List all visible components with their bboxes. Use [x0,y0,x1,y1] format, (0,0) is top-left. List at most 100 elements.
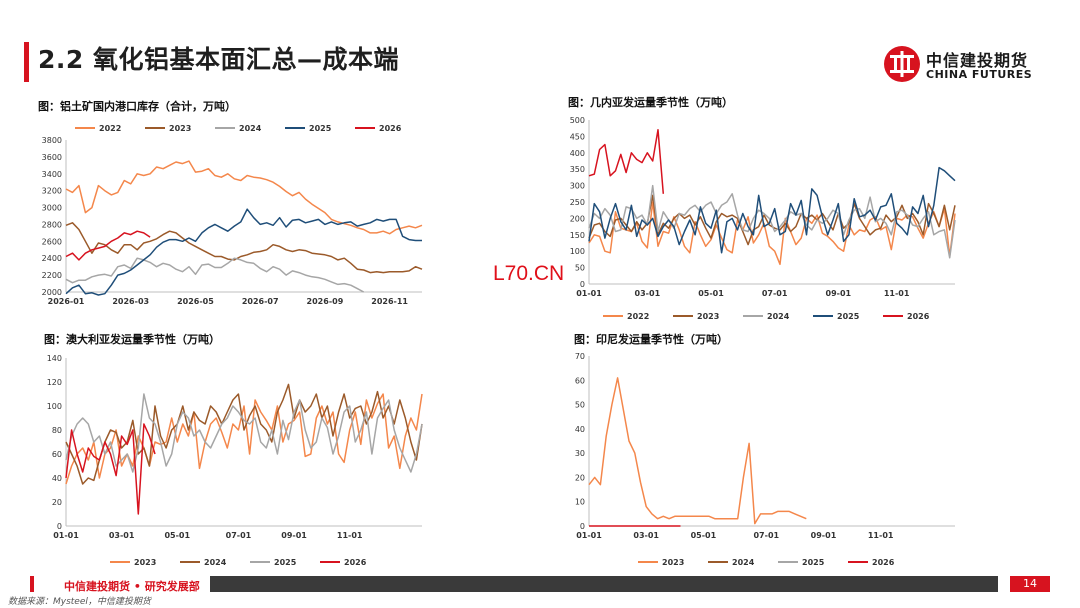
y-tick-label: 300 [570,182,585,191]
series-line-2026 [65,423,156,515]
x-tick-label: 01-01 [53,531,79,540]
chart-guinea-shipments: 0 50 100 150 200 250 300 350 400 450 500 01-01 03-01… [555,116,965,326]
y-tick-label: 20 [52,498,62,507]
y-tick-label: 80 [52,426,62,435]
x-tick-label: 09-01 [826,289,852,298]
y-tick-label: 60 [52,450,62,459]
footer-label-bg [38,576,210,592]
legend-label-2026: 2026 [344,558,367,567]
series-line-2024 [588,184,956,259]
legend-label-2026: 2026 [907,312,930,321]
legend-label-2025: 2025 [837,312,860,321]
y-tick-label: 0 [580,522,585,531]
x-tick-label: 2026-01 [48,297,85,306]
x-tick-label: 03-01 [633,531,659,540]
watermark-text: L70.CN [493,262,565,285]
company-logo: 中信建投期货 CHINA FUTURES [880,44,1050,88]
footer-accent [30,576,34,592]
series-line-2025 [588,166,956,254]
legend-label-2025: 2025 [309,124,332,133]
y-tick-label: 500 [570,116,585,125]
x-tick-label: 05-01 [691,531,717,540]
y-tick-label: 50 [575,264,585,273]
y-tick-label: 2200 [42,271,62,280]
legend-label-2024: 2024 [732,558,755,567]
y-tick-label: 3200 [42,187,62,196]
x-tick-label: 11-01 [337,531,363,540]
y-tick-label: 2400 [42,254,62,263]
series-line-2023 [65,393,423,485]
x-tick-label: 03-01 [635,289,661,298]
y-tick-label: 3400 [42,170,62,179]
series-line-2024 [65,383,423,485]
legend-label-2022: 2022 [627,312,649,321]
y-tick-label: 10 [575,498,585,507]
chart-indonesia-shipments: 0 10 20 30 40 50 60 70 01-01 03-01 05-01 07-01 09-01… [555,350,965,572]
y-tick-label: 100 [47,402,62,411]
x-tick-label: 01-01 [576,289,602,298]
series-line-2025 [65,208,422,296]
x-tick-label: 07-01 [762,289,788,298]
legend-label-2024: 2024 [239,124,262,133]
legend-label-2022: 2022 [99,124,121,133]
y-tick-label: 350 [570,165,585,174]
series-line-2026 [588,129,665,194]
y-tick-label: 450 [570,132,585,141]
y-tick-label: 0 [57,522,62,531]
data-source: 数据来源：Mysteel，中信建投期货 [8,597,151,607]
y-tick-label: 3600 [42,153,62,162]
y-tick-label: 150 [570,231,585,240]
x-tick-label: 2026-05 [177,297,214,306]
series-line-2025 [65,393,423,473]
legend-label-2023: 2023 [134,558,156,567]
y-tick-label: 50 [575,401,585,410]
chart-svg-3: 0 10 20 30 40 50 60 70 01-01 03-01 05-01 07-01 09-01… [575,352,955,567]
legend-label-2023: 2023 [697,312,719,321]
series-line-2023 [588,377,807,525]
x-tick-label: 03-01 [109,531,135,540]
y-tick-label: 40 [52,474,62,483]
x-tick-label: 01-01 [576,531,602,540]
series-line-2026 [65,230,151,261]
y-tick-label: 400 [570,149,585,158]
y-tick-label: 30 [575,449,585,458]
legend-label-2025: 2025 [802,558,825,567]
chart-svg-0: 2000 2200 2400 2600 2800 3000 3200 3400 3600 3800… [42,124,423,306]
y-tick-label: 2600 [42,237,62,246]
y-tick-label: 100 [570,247,585,256]
x-tick-label: 2026-09 [307,297,344,306]
y-tick-label: 0 [580,280,585,289]
x-tick-label: 11-01 [868,531,894,540]
chart-title-indonesia-shipments: 图：印尼发运量季节性（万吨） [574,333,728,346]
footer-bar [38,576,998,592]
series-line-2023 [65,222,423,274]
y-tick-label: 250 [570,198,585,207]
y-tick-label: 140 [47,354,62,363]
series-line-2022 [65,160,423,235]
logo-text-cn: 中信建投期货 [926,51,1029,70]
legend-label-2026: 2026 [872,558,895,567]
y-tick-label: 2000 [42,288,62,297]
x-tick-label: 09-01 [281,531,307,540]
series-line-2024 [65,257,365,293]
x-tick-label: 2026-11 [371,297,408,306]
legend-label-2026: 2026 [379,124,402,133]
chart-title-bauxite-inventory: 图：铝土矿国内港口库存（合计，万吨） [38,100,236,113]
x-tick-label: 2026-03 [112,297,149,306]
logo-emblem-icon [884,46,920,82]
legend-label-2025: 2025 [274,558,297,567]
header-accent-bar [24,42,29,82]
page-number: 14 [1010,576,1050,592]
footer-org: 中信建投期货 • 研究发展部 [64,580,200,593]
x-tick-label: 09-01 [811,531,837,540]
y-tick-label: 120 [47,378,62,387]
chart-bauxite-inventory: 2000 2200 2400 2600 2800 3000 3200 3400 3600 3800… [30,118,430,318]
chart-svg-2: 0 20 40 60 80 100 120 140 01-01 03-01 05-01 07-01 09… [47,354,423,567]
chart-title-guinea-shipments: 图：几内亚发运量季节性（万吨） [568,96,733,109]
legend-label-2023: 2023 [169,124,191,133]
page-title: 2.2 氧化铝基本面汇总—成本端 [38,45,399,74]
x-tick-label: 07-01 [226,531,252,540]
chart-australia-shipments: 0 20 40 60 80 100 120 140 01-01 03-01 05-01 07-01 09… [30,352,430,572]
legend-label-2023: 2023 [662,558,684,567]
x-tick-label: 05-01 [698,289,724,298]
